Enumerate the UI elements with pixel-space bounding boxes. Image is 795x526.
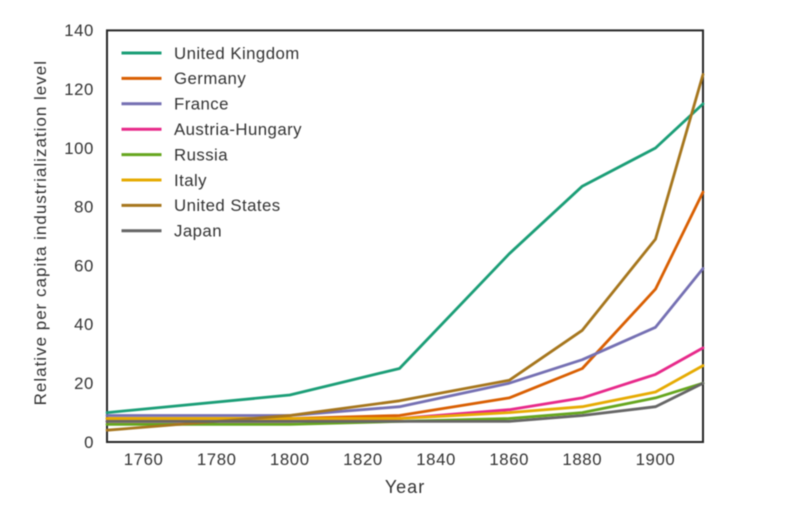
svg-text:United States: United States: [174, 196, 281, 215]
svg-text:France: France: [174, 95, 229, 114]
svg-text:1820: 1820: [343, 450, 383, 469]
svg-text:1880: 1880: [562, 450, 602, 469]
svg-text:1760: 1760: [124, 450, 164, 469]
svg-text:0: 0: [84, 433, 94, 452]
svg-text:Austria-Hungary: Austria-Hungary: [174, 120, 302, 139]
svg-text:1840: 1840: [416, 450, 456, 469]
svg-text:100: 100: [64, 139, 94, 158]
svg-text:120: 120: [64, 80, 94, 99]
svg-text:Relative per capita industrial: Relative per capita industrialization le…: [31, 60, 50, 405]
svg-text:60: 60: [74, 256, 94, 275]
svg-text:Year: Year: [385, 477, 425, 497]
svg-text:Italy: Italy: [174, 171, 207, 190]
svg-text:1900: 1900: [636, 450, 676, 469]
svg-text:40: 40: [74, 315, 94, 334]
svg-text:Russia: Russia: [174, 145, 228, 164]
svg-text:80: 80: [74, 198, 94, 217]
svg-text:1780: 1780: [197, 450, 237, 469]
svg-text:Japan: Japan: [174, 222, 222, 241]
svg-text:20: 20: [74, 374, 94, 393]
svg-text:Germany: Germany: [174, 69, 246, 88]
svg-text:140: 140: [64, 21, 94, 40]
svg-text:United Kingdom: United Kingdom: [174, 44, 300, 63]
svg-text:1800: 1800: [270, 450, 310, 469]
svg-text:1860: 1860: [489, 450, 529, 469]
